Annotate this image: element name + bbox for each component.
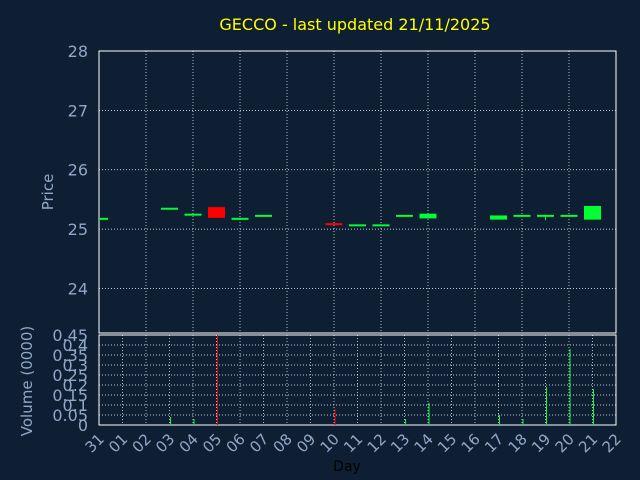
price-ytick-label: 28 (68, 42, 88, 61)
x-tick-label: 17 (481, 430, 507, 456)
candle-05 (208, 207, 225, 218)
candle-17 (490, 215, 507, 220)
volume-ytick-label: 0.05 (52, 406, 88, 425)
candle-06 (231, 217, 249, 220)
x-tick-label: 07 (246, 430, 272, 456)
candle-04 (184, 213, 202, 216)
x-tick-label: 09 (293, 430, 319, 456)
volume-ytick-label: 0.15 (52, 386, 88, 405)
x-tick-label: 01 (105, 430, 131, 456)
volume-ytick-label: 0.2 (63, 376, 88, 395)
price-axis-label: Price (39, 174, 57, 211)
volume-axis-label: Volume (0000) (18, 326, 36, 436)
candle-31 (99, 217, 108, 220)
volume-ytick-label: 0 (78, 416, 88, 435)
x-tick-label: 12 (364, 430, 390, 456)
x-axis-label: Day (333, 459, 361, 475)
price-ytick-label: 25 (68, 220, 88, 239)
candle-12 (372, 224, 390, 227)
x-tick-label: 20 (552, 430, 578, 456)
volume-ytick-label: 0.45 (52, 326, 88, 345)
candle-21 (584, 205, 601, 220)
candle-18 (513, 214, 531, 217)
volume-ytick-label: 0.1 (63, 396, 88, 415)
candle-13 (396, 214, 413, 217)
x-tick-label: 14 (411, 430, 437, 456)
chart-title: GECCO - last updated 21/11/2025 (219, 15, 490, 34)
price-ytick-label: 24 (68, 279, 88, 298)
candle-11 (349, 224, 366, 227)
candle-07 (255, 214, 272, 217)
volume-ytick-label: 0.4 (63, 336, 88, 355)
volume-ytick-label: 0.35 (52, 346, 88, 365)
x-tick-label: 18 (505, 430, 531, 456)
candle-20 (560, 214, 578, 217)
x-tick-label: 06 (223, 430, 249, 456)
volume-ytick-label: 0.3 (63, 356, 88, 375)
price-ytick-label: 27 (68, 101, 88, 120)
x-tick-label: 10 (317, 430, 343, 456)
x-tick-label: 03 (152, 430, 178, 456)
x-tick-label: 08 (270, 430, 296, 456)
x-tick-label: 15 (434, 430, 460, 456)
x-tick-label: 04 (176, 430, 202, 456)
x-tick-label: 05 (199, 430, 225, 456)
candle-19 (537, 214, 554, 217)
price-plot-frame (98, 50, 617, 334)
price-ytick-label: 26 (68, 161, 88, 180)
x-tick-label: 16 (458, 430, 484, 456)
x-tick-label: 21 (575, 430, 601, 456)
x-tick-label: 11 (340, 430, 366, 456)
x-tick-label: 02 (129, 430, 155, 456)
x-tick-label: 19 (528, 430, 554, 456)
candle-03 (161, 207, 178, 210)
x-tick-label: 22 (599, 430, 625, 456)
candle-14 (419, 213, 437, 219)
x-tick-label: 13 (387, 430, 413, 456)
volume-ytick-label: 0.25 (52, 366, 88, 385)
candle-10 (325, 223, 343, 226)
